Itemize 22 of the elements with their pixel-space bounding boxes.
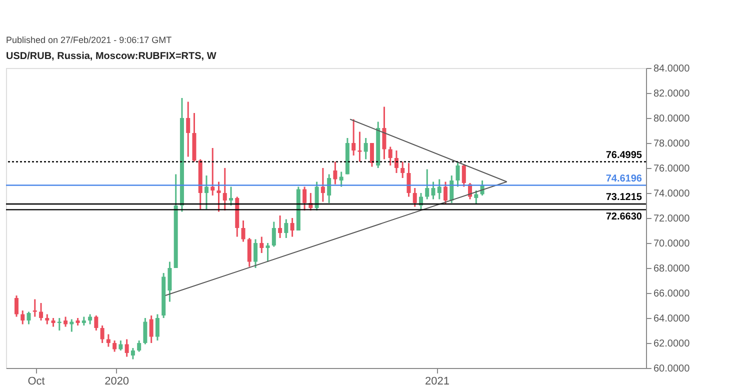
x-tick-label: 2021	[425, 376, 450, 388]
ref-line-label: 74.6196	[606, 173, 642, 184]
y-tick-label: 66.0000	[654, 288, 690, 300]
x-tick-label: 2020	[104, 376, 130, 388]
y-tick-label: 70.0000	[654, 238, 690, 250]
y-tick-label: 68.0000	[654, 264, 690, 274]
y-tick-label: 82.0000	[654, 88, 690, 100]
y-tick-label: 72.0000	[654, 214, 690, 224]
y-tick-label: 78.0000	[654, 138, 690, 150]
y-tick-label: 84.0000	[654, 64, 690, 74]
ref-line-label: 76.4995	[606, 150, 642, 161]
text: Published on 27/Feb/2021 - 9:06:17 GMT	[6, 35, 172, 45]
x-tick-label: Oct	[28, 376, 45, 388]
ref-line-label: 73.1215	[606, 192, 642, 203]
y-tick-label: 62.0000	[654, 338, 690, 350]
y-tick-label: 60.0000	[654, 364, 690, 374]
chart-title: USD/RUB, Russia, Moscow:RUBFIX=RTS, W	[6, 51, 217, 62]
y-tick-label: 80.0000	[654, 114, 690, 124]
y-tick-label: 64.0000	[654, 314, 690, 324]
y-tick-label: 76.0000	[654, 164, 690, 174]
ref-line-label: 72.6630	[606, 212, 642, 223]
y-tick-label: 74.0000	[654, 188, 690, 200]
